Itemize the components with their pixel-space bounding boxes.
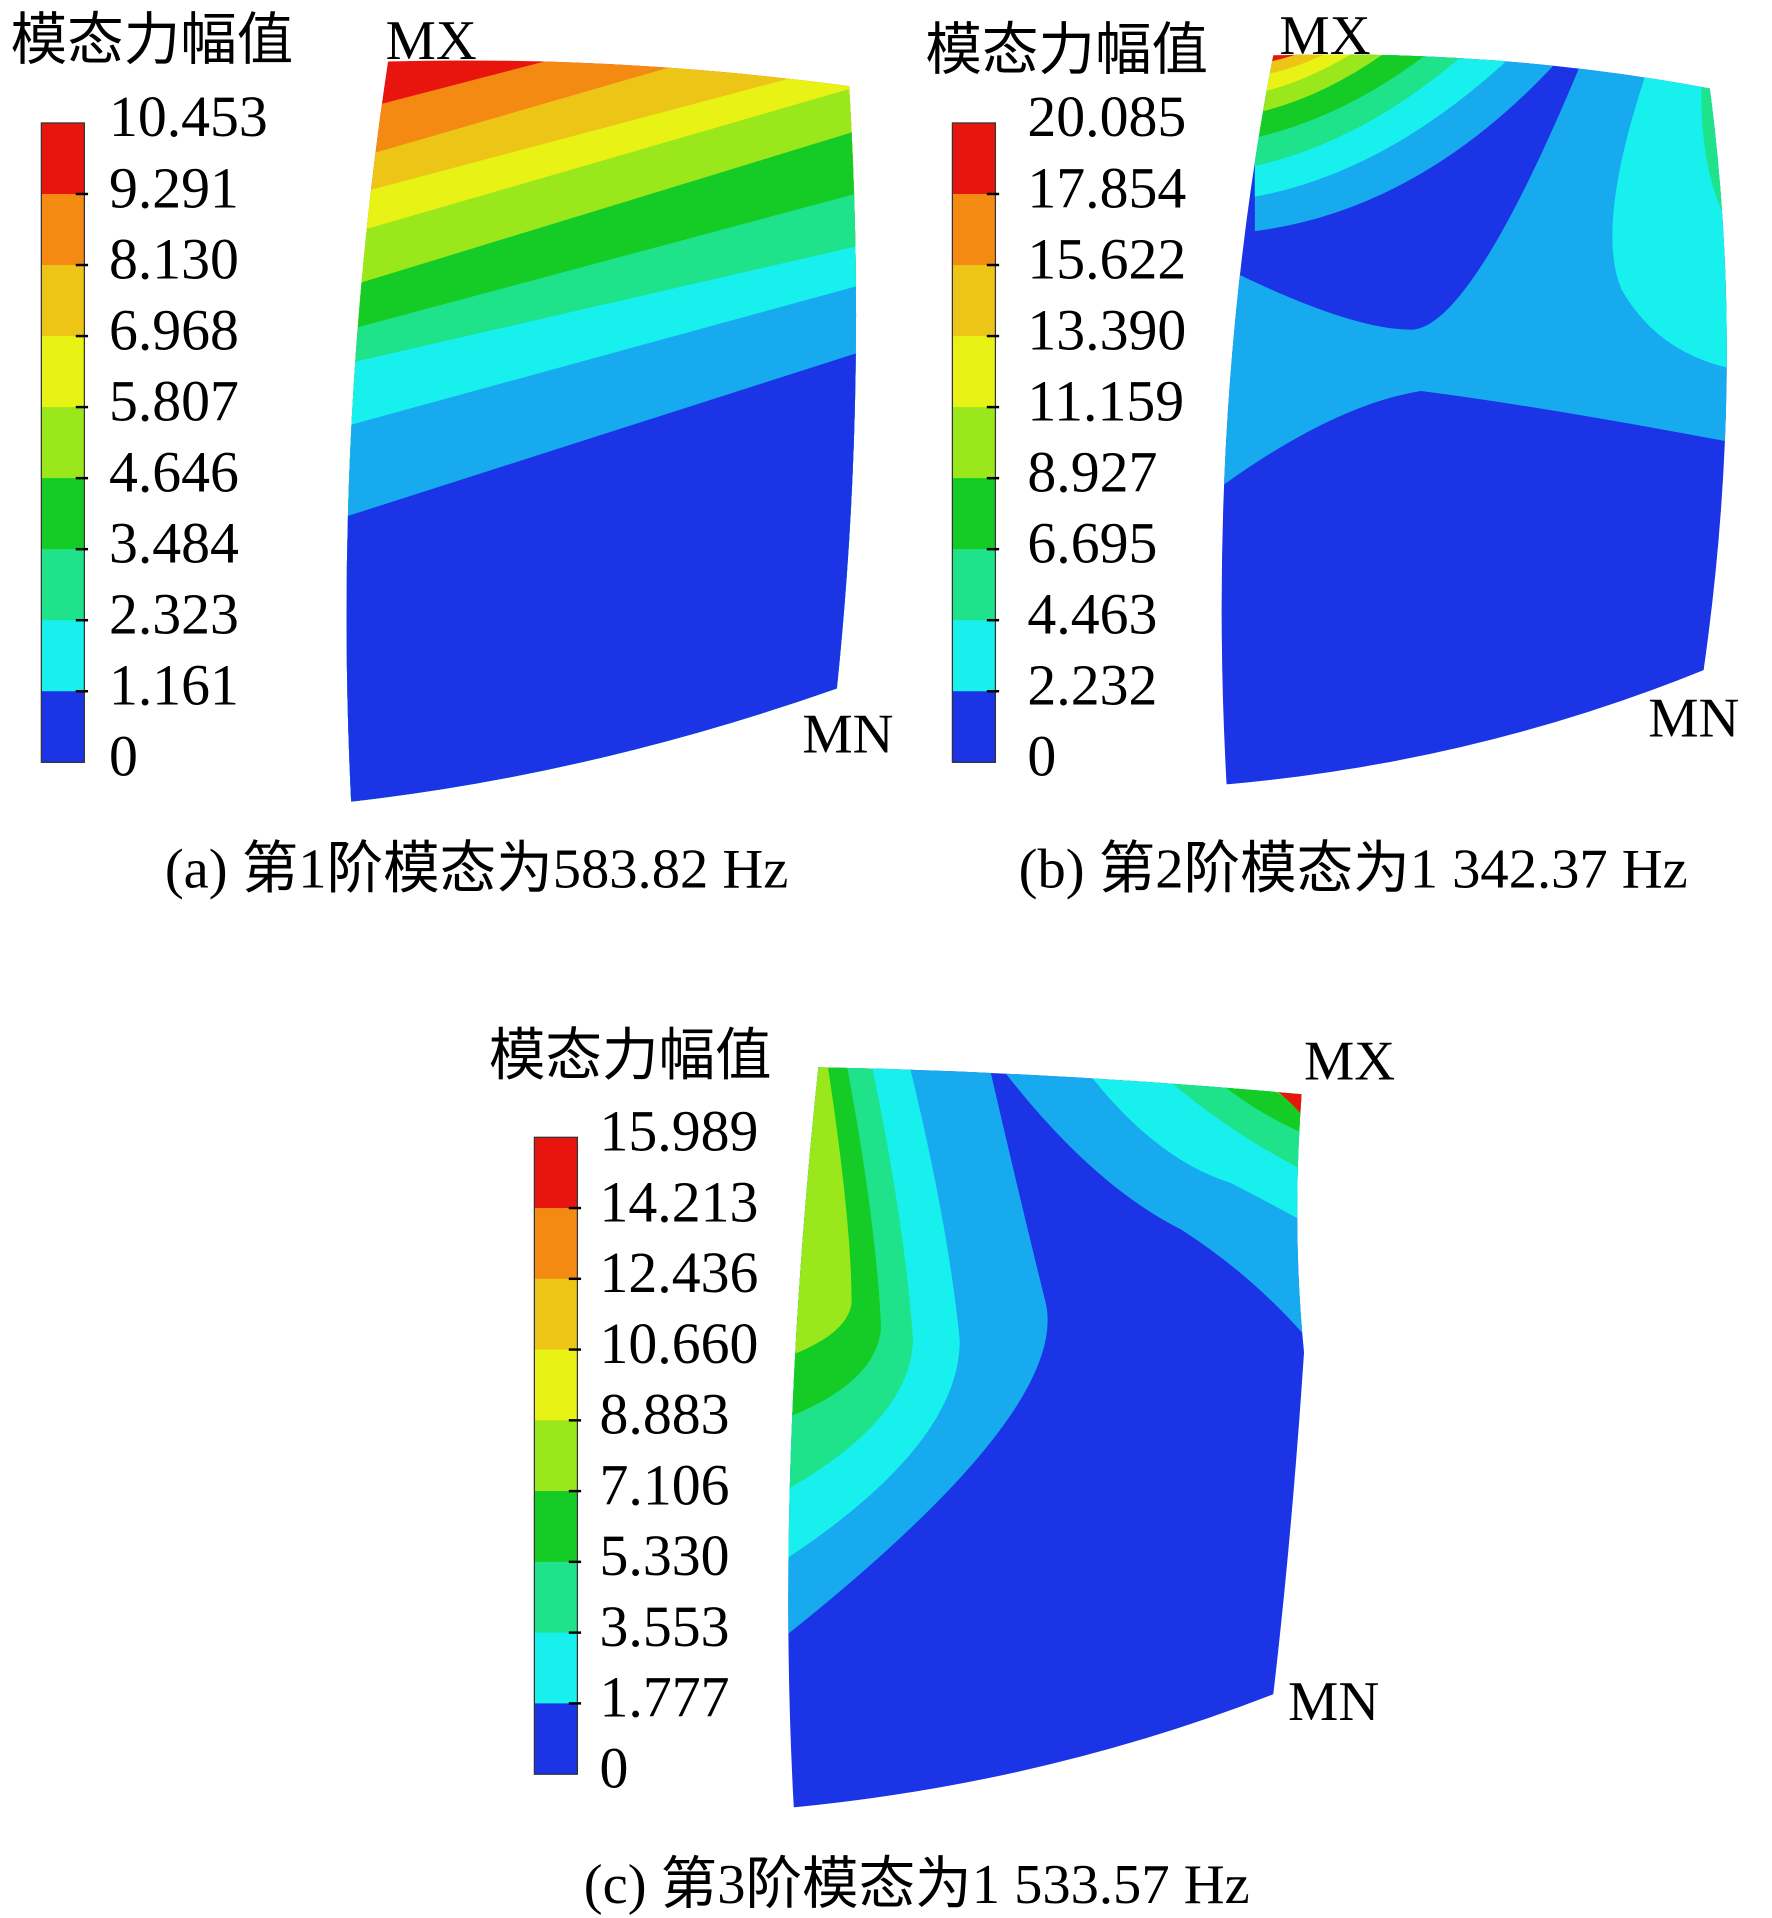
legend-title: 模态力幅值 bbox=[11, 10, 294, 72]
caption: (c) 第3阶模态为1 533.57 Hz bbox=[584, 1854, 1250, 1916]
legend-band bbox=[41, 478, 85, 550]
legend-band bbox=[952, 478, 996, 550]
legend-label: 6.968 bbox=[109, 299, 239, 362]
legend-band bbox=[534, 1349, 578, 1421]
legend-band bbox=[952, 265, 996, 337]
contour-b bbox=[1221, 54, 1727, 785]
min-label: MN bbox=[802, 703, 893, 765]
legend-label: 4.646 bbox=[109, 441, 239, 504]
legend-label: 7.106 bbox=[600, 1454, 730, 1517]
legend-band bbox=[534, 1278, 578, 1351]
legend-label: 8.927 bbox=[1027, 441, 1157, 504]
legend-frame bbox=[533, 1136, 579, 1775]
legend-title: 模态力幅值 bbox=[489, 1026, 772, 1088]
legend-label: 9.291 bbox=[109, 157, 239, 220]
legend-band bbox=[952, 193, 996, 266]
legend-band bbox=[41, 193, 85, 266]
min-label: MN bbox=[1288, 1671, 1379, 1733]
legend-band bbox=[41, 407, 85, 479]
legend-band bbox=[952, 620, 996, 692]
legend-frame bbox=[40, 122, 85, 763]
legend-label: 0 bbox=[600, 1737, 629, 1800]
legend-band bbox=[41, 265, 85, 337]
legend-label: 15.622 bbox=[1027, 228, 1186, 291]
legend-label: 0 bbox=[109, 726, 138, 789]
legend-label: 8.883 bbox=[600, 1384, 730, 1447]
legend-band bbox=[952, 549, 996, 621]
legend-label: 4.463 bbox=[1027, 583, 1157, 646]
max-label: MX bbox=[1304, 1030, 1395, 1092]
legend-label: 1.161 bbox=[109, 655, 239, 718]
legend-band bbox=[41, 122, 85, 195]
min-label: MN bbox=[1648, 687, 1739, 749]
legend-band bbox=[534, 1632, 578, 1705]
legend-label: 12.436 bbox=[600, 1242, 759, 1305]
legend-band bbox=[41, 549, 85, 621]
legend-band bbox=[952, 122, 996, 195]
legend-band bbox=[952, 407, 996, 479]
legend-label: 14.213 bbox=[600, 1171, 759, 1234]
legend-band bbox=[534, 1420, 578, 1492]
legend-band bbox=[952, 691, 996, 763]
legend-label: 8.130 bbox=[109, 228, 239, 291]
legend-label: 15.989 bbox=[600, 1101, 759, 1164]
legend-frame bbox=[951, 122, 997, 763]
legend-label: 3.484 bbox=[109, 512, 239, 575]
legend-label: 13.390 bbox=[1027, 299, 1186, 362]
legend-label: 5.330 bbox=[600, 1525, 730, 1588]
legend-band bbox=[41, 620, 85, 692]
legend-band bbox=[534, 1561, 578, 1634]
legend-label: 3.553 bbox=[600, 1596, 730, 1659]
legend-band bbox=[41, 336, 85, 408]
legend-label: 17.854 bbox=[1027, 157, 1186, 220]
legend-band bbox=[952, 336, 996, 408]
caption: (b) 第2阶模态为1 342.37 Hz bbox=[1019, 839, 1688, 901]
legend-label: 10.453 bbox=[109, 86, 268, 149]
max-label: MX bbox=[1279, 5, 1370, 67]
legend-label: 2.232 bbox=[1027, 655, 1157, 718]
legend-band bbox=[41, 691, 85, 763]
caption: (a) 第1阶模态为583.82 Hz bbox=[165, 839, 788, 901]
legend-title: 模态力幅值 bbox=[925, 20, 1208, 82]
legend-label: 10.660 bbox=[600, 1313, 759, 1376]
legend-band bbox=[534, 1491, 578, 1563]
legend-label: 6.695 bbox=[1027, 512, 1157, 575]
contour-c bbox=[788, 1067, 1305, 1808]
legend-label: 5.807 bbox=[109, 370, 239, 433]
max-label: MX bbox=[386, 10, 477, 72]
legend-band bbox=[534, 1703, 578, 1775]
legend-label: 11.159 bbox=[1027, 370, 1184, 433]
legend-label: 0 bbox=[1027, 726, 1056, 789]
legend-band bbox=[534, 1137, 578, 1209]
legend-band bbox=[534, 1208, 578, 1280]
legend-label: 20.085 bbox=[1027, 86, 1186, 149]
legend-label: 2.323 bbox=[109, 583, 239, 646]
legend-label: 1.777 bbox=[600, 1667, 730, 1730]
